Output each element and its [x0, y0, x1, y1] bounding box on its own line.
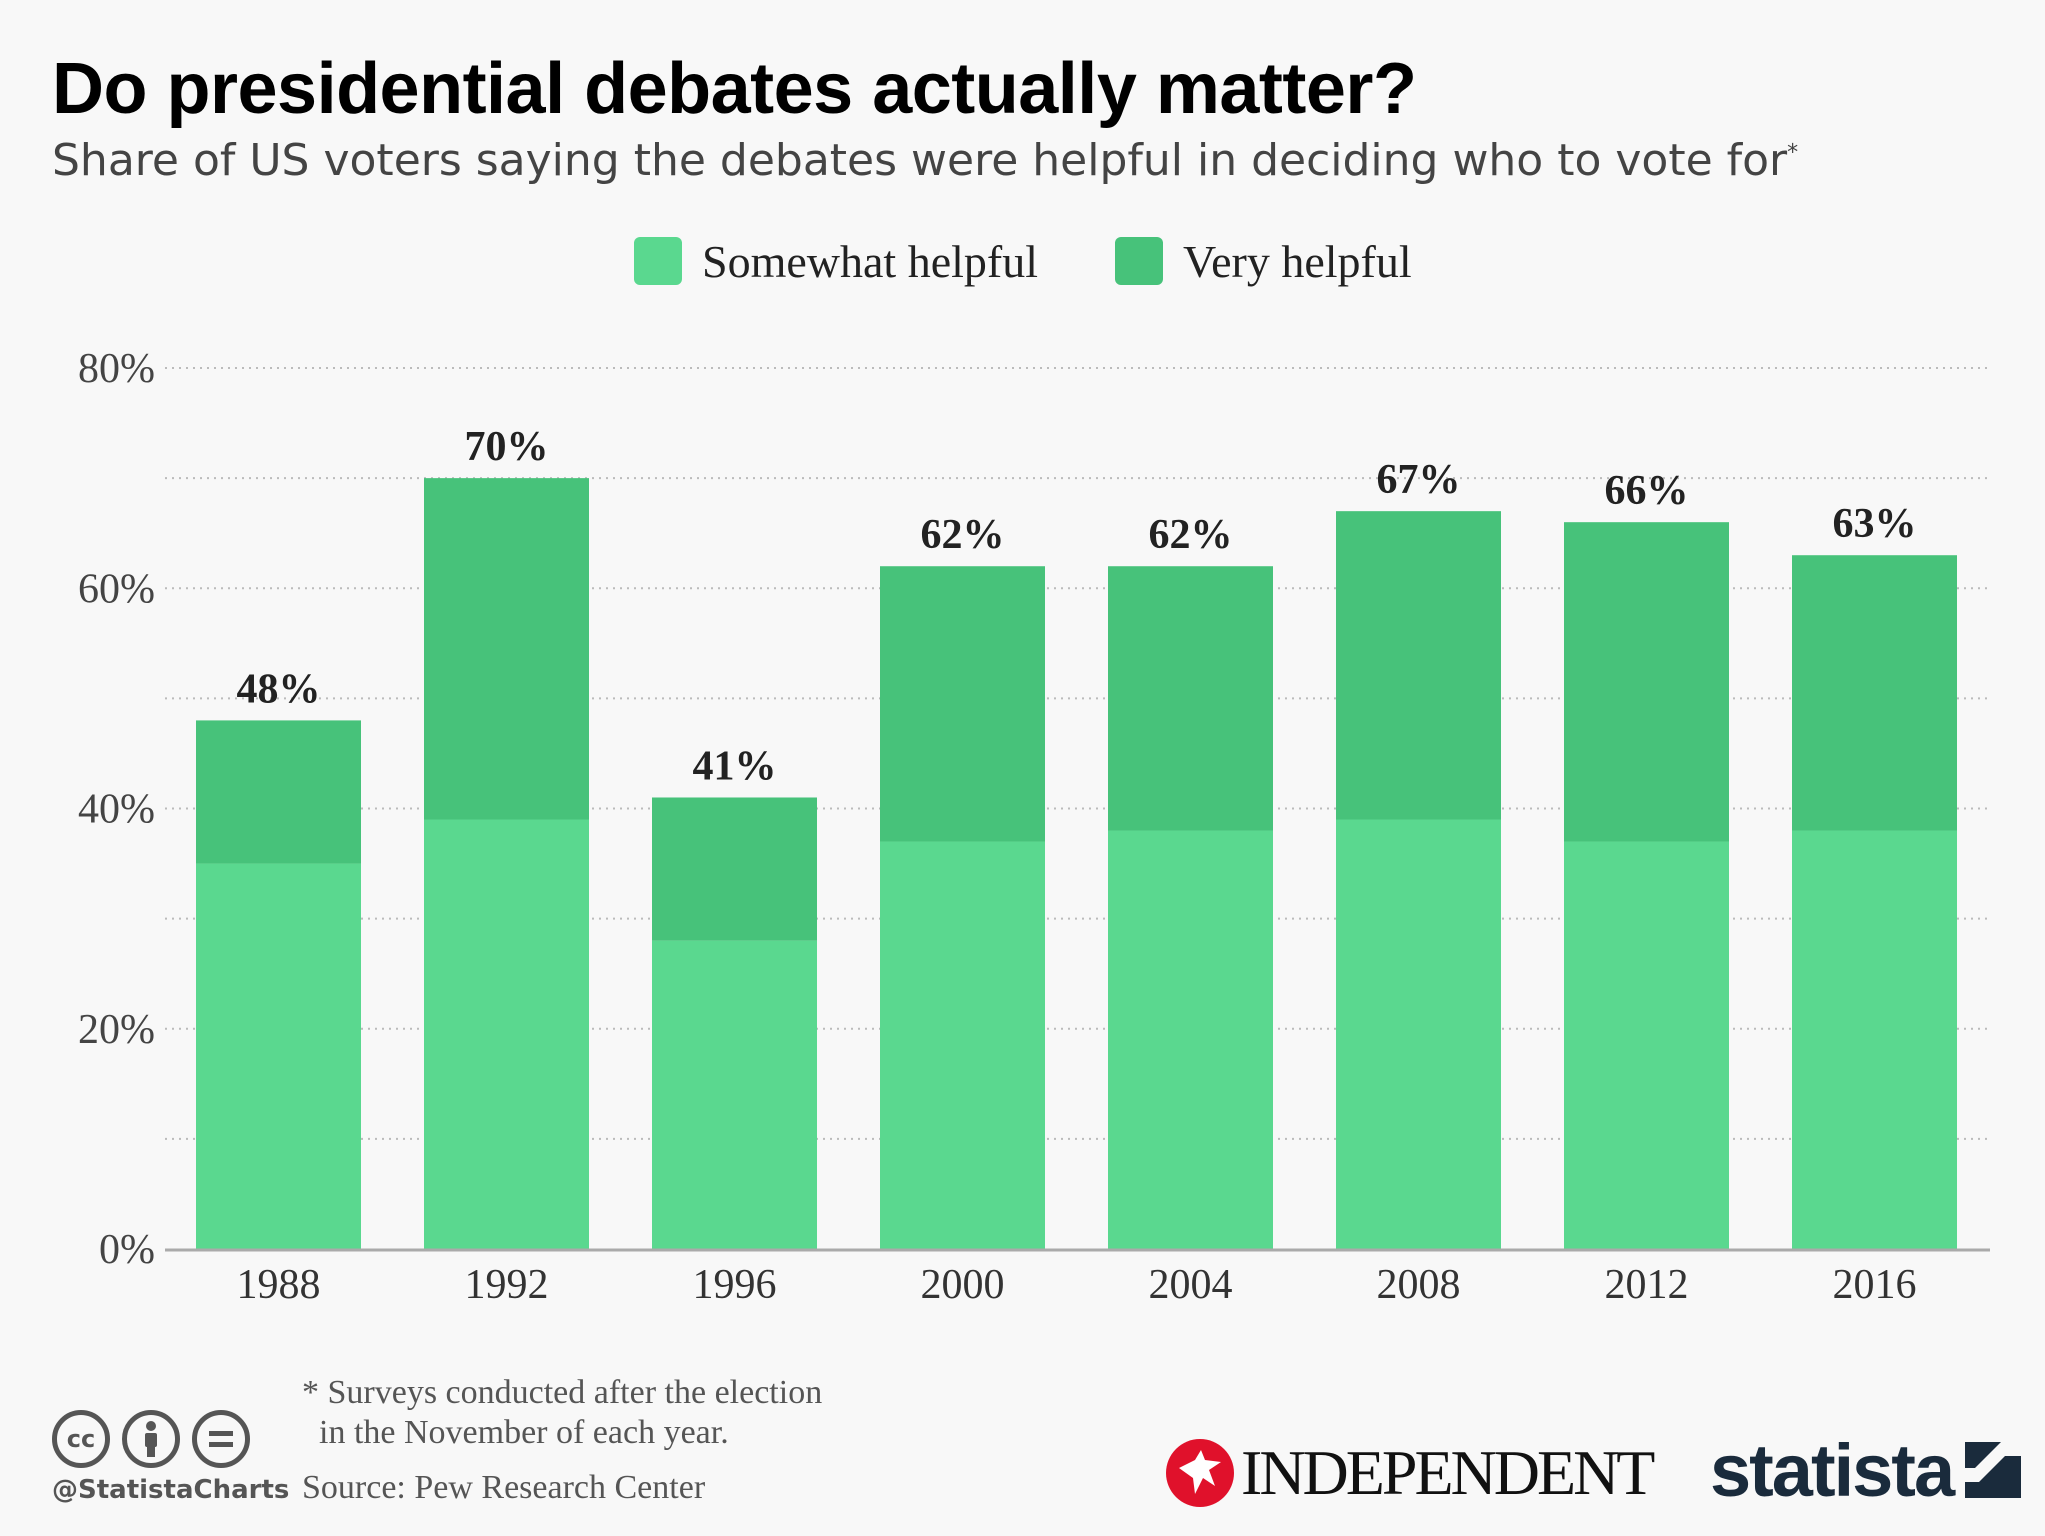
chart-subtitle: Share of US voters saying the debates we…: [52, 135, 1798, 186]
x-tick-label: 1996: [693, 1262, 777, 1308]
x-tick-label: 2012: [1605, 1262, 1689, 1308]
statista-wordmark: statista: [1710, 1428, 1955, 1512]
independent-eagle-icon: [1166, 1439, 1234, 1507]
bar-very: [880, 566, 1045, 842]
x-tick-label: 2000: [921, 1262, 1005, 1308]
bar-very: [1108, 566, 1273, 831]
y-tick-label: 20%: [78, 1007, 155, 1053]
bar-very: [424, 478, 589, 820]
bar-very: [196, 720, 361, 864]
legend-swatch-very: [1115, 237, 1163, 285]
y-tick-label: 0%: [99, 1227, 155, 1273]
subtitle-footnote-marker: *: [1787, 140, 1799, 166]
bar-very: [1792, 555, 1957, 831]
bar-somewhat: [424, 819, 589, 1249]
bar-somewhat: [1336, 819, 1501, 1249]
bar-very: [652, 797, 817, 941]
bar-somewhat: [1564, 841, 1729, 1249]
footnote: * Surveys conducted after the election i…: [302, 1374, 823, 1451]
x-tick-label: 2016: [1833, 1262, 1917, 1308]
bar-very: [1564, 522, 1729, 842]
legend-item-very: Very helpful: [1115, 235, 1412, 287]
x-tick-label: 2008: [1377, 1262, 1461, 1308]
no-derivatives-icon: [192, 1410, 250, 1468]
statista-handle: @StatistaCharts: [52, 1475, 290, 1505]
bar-somewhat: [196, 863, 361, 1249]
x-tick-label: 1988: [237, 1262, 321, 1308]
bar-total-label: 63%: [1833, 501, 1917, 547]
bar-total-label: 70%: [465, 424, 549, 470]
y-tick-label: 80%: [78, 346, 155, 392]
cc-icon: cc: [52, 1410, 110, 1468]
independent-logo: INDEPENDENT: [1165, 1437, 1655, 1508]
statista-logo: statista: [1710, 1428, 2022, 1512]
x-tick-label: 1992: [465, 1262, 549, 1308]
y-tick-label: 40%: [78, 787, 155, 833]
bar-somewhat: [1792, 830, 1957, 1249]
bar-somewhat: [652, 940, 817, 1249]
bar-somewhat: [1108, 830, 1273, 1249]
legend-swatch-somewhat: [634, 237, 682, 285]
bar-total-label: 66%: [1605, 468, 1689, 514]
statista-mark-icon: [1965, 1442, 2022, 1498]
legend-label-somewhat: Somewhat helpful: [702, 235, 1038, 287]
chart-title: Do presidential debates actually matter?: [52, 49, 1417, 129]
subtitle-text: Share of US voters saying the debates we…: [52, 135, 1788, 186]
bar-very: [1336, 511, 1501, 820]
bar-total-label: 62%: [921, 512, 1005, 558]
legend-label-very: Very helpful: [1183, 235, 1412, 287]
x-tick-label: 2004: [1149, 1262, 1233, 1308]
attribution-icon: [122, 1410, 180, 1468]
legend-item-somewhat: Somewhat helpful: [634, 235, 1038, 287]
source-note: Source: Pew Research Center: [302, 1469, 706, 1506]
bar-somewhat: [880, 841, 1045, 1249]
bar-total-label: 48%: [237, 666, 321, 712]
y-tick-label: 60%: [78, 566, 155, 612]
bar-total-label: 67%: [1377, 457, 1461, 503]
stacked-bar-chart: 0% 20% 40% 60% 80% 48% 1988 70% 1992 41% 1996 62% 20…: [78, 346, 1990, 1308]
bar-total-label: 41%: [693, 743, 777, 789]
bar-total-label: 62%: [1149, 512, 1233, 558]
independent-wordmark: INDEPENDENT: [1241, 1437, 1655, 1508]
